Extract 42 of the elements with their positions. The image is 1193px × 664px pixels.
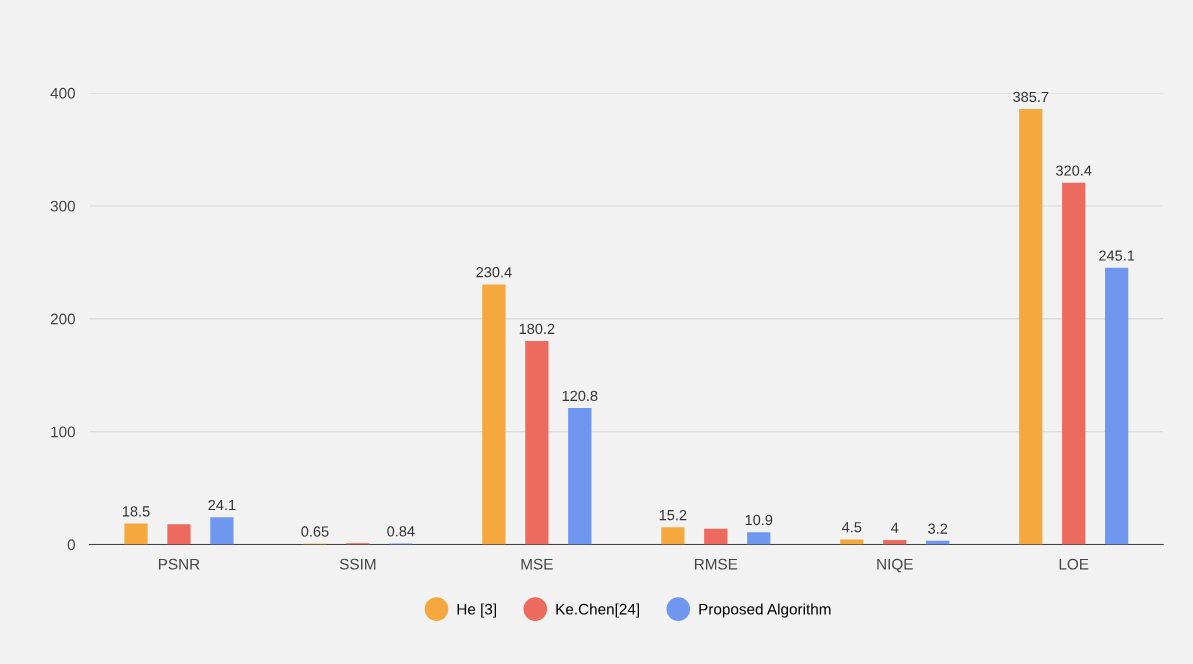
y-tick-label: 300 <box>50 200 75 212</box>
bar <box>167 524 191 545</box>
bar <box>840 539 864 545</box>
bar <box>1105 267 1129 545</box>
bar <box>210 517 234 545</box>
legend-label: Proposed Algorithm <box>699 603 831 618</box>
x-tick-label: LOE <box>1059 558 1089 570</box>
bar <box>1019 109 1043 545</box>
x-tick-label: RMSE <box>694 558 738 570</box>
bar <box>568 408 592 545</box>
y-tick-label: 200 <box>50 313 75 325</box>
x-tick-label: NIQE <box>877 558 913 573</box>
data-label: 230.4 <box>476 267 512 278</box>
data-label: 385.7 <box>1013 91 1049 103</box>
data-label: 180.2 <box>519 323 555 335</box>
legend-label: Ke.Chen[24] <box>556 603 639 618</box>
data-label: 18.5 <box>122 506 150 517</box>
bar <box>482 284 506 545</box>
bar <box>124 523 148 545</box>
data-label: 3.2 <box>928 523 948 534</box>
x-tick-label: SSIM <box>339 558 376 570</box>
bar <box>661 527 685 545</box>
data-label: 320.4 <box>1056 165 1092 176</box>
data-label: 0.65 <box>301 526 329 537</box>
data-label: 245.1 <box>1099 250 1135 261</box>
y-tick-label: 0 <box>67 539 75 551</box>
data-label: 4 <box>891 522 899 533</box>
x-tick-label: MSE <box>521 558 553 570</box>
data-label: 120.8 <box>562 390 598 402</box>
bar <box>525 341 549 545</box>
y-tick-label: 400 <box>50 87 75 99</box>
bar <box>747 532 771 545</box>
data-label: 24.1 <box>208 499 236 511</box>
bar <box>704 528 728 545</box>
y-tick-label: 100 <box>51 426 75 438</box>
data-label: 10.9 <box>745 514 773 526</box>
data-label: 15.2 <box>659 509 687 521</box>
data-label: 4.5 <box>842 522 862 533</box>
legend-label: He [3] <box>457 603 496 618</box>
bar <box>1062 182 1086 545</box>
x-tick-label: PSNR <box>158 558 200 570</box>
data-label: 0.84 <box>387 526 415 537</box>
